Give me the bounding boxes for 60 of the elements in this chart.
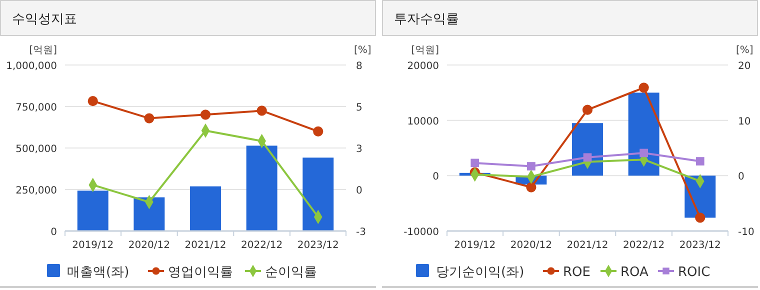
point [640, 148, 648, 158]
y2-tick-label: 0 [738, 172, 744, 183]
bar [190, 186, 221, 231]
y2-tick-label: 0 [356, 186, 362, 196]
point [526, 182, 536, 192]
y2-tick-label: 10 [738, 116, 751, 128]
bar [77, 190, 108, 231]
chart-title: 수익성지표 [12, 12, 77, 27]
point [88, 96, 98, 106]
y2-axis-title: [%] [354, 45, 372, 56]
x-tick-label: 2022/12 [623, 240, 665, 251]
point [256, 106, 267, 116]
x-tick-label: 2022/12 [241, 240, 283, 251]
y-tick-label: 500,000 [16, 144, 57, 155]
point [582, 104, 593, 115]
x-tick-label: 2023/12 [297, 240, 339, 251]
point [583, 153, 592, 162]
legend-label: 매출액(좌) [67, 265, 130, 280]
y2-tick-label: -3 [356, 227, 366, 238]
y-axis-title: [억원] [411, 45, 440, 56]
y2-tick-label: 8 [356, 61, 362, 72]
x-tick-label: 2019/12 [454, 240, 496, 251]
x-tick-label: 2019/12 [72, 240, 114, 251]
point [527, 162, 536, 170]
point [695, 212, 706, 223]
x-tick-label: 2021/12 [566, 240, 608, 251]
x-tick-label: 2020/12 [510, 240, 552, 251]
legend-label: ROA [620, 265, 649, 280]
legend-label: 순이익률 [265, 265, 317, 280]
x-tick-label: 2023/12 [679, 240, 721, 251]
point [144, 113, 154, 124]
y-axis-title: [억원] [29, 45, 58, 56]
point [200, 110, 211, 120]
y-tick-label: 10000 [407, 116, 439, 128]
legend-label: 영업이익률 [168, 265, 233, 280]
point [313, 126, 324, 136]
bar [302, 158, 334, 231]
chart-title: 투자수익률 [394, 12, 459, 27]
y2-axis-title: [%] [736, 45, 754, 56]
legend-label: ROIC [678, 265, 710, 280]
y2-tick-label: 3 [356, 144, 362, 155]
y2-tick-label: 20 [738, 61, 751, 72]
y-tick-label: 0 [432, 172, 439, 183]
bar [246, 146, 278, 231]
y-tick-label: 1,000,000 [6, 61, 57, 72]
legend-label: 당기순이익(좌) [436, 265, 524, 280]
y2-tick-label: 5 [356, 102, 362, 114]
y-tick-label: 20000 [407, 61, 439, 72]
y2-tick-label: -10 [738, 227, 754, 238]
point [470, 158, 480, 168]
x-tick-label: 2020/12 [128, 240, 170, 251]
point [696, 157, 704, 166]
y-tick-label: 0 [50, 227, 57, 238]
x-tick-label: 2021/12 [184, 240, 226, 251]
bar [134, 197, 165, 231]
legend-label: ROE [563, 265, 590, 280]
y-tick-label: -10000 [404, 227, 439, 238]
y-tick-label: 250,000 [16, 186, 57, 196]
point [638, 82, 649, 93]
y-tick-label: 750,000 [16, 102, 57, 114]
